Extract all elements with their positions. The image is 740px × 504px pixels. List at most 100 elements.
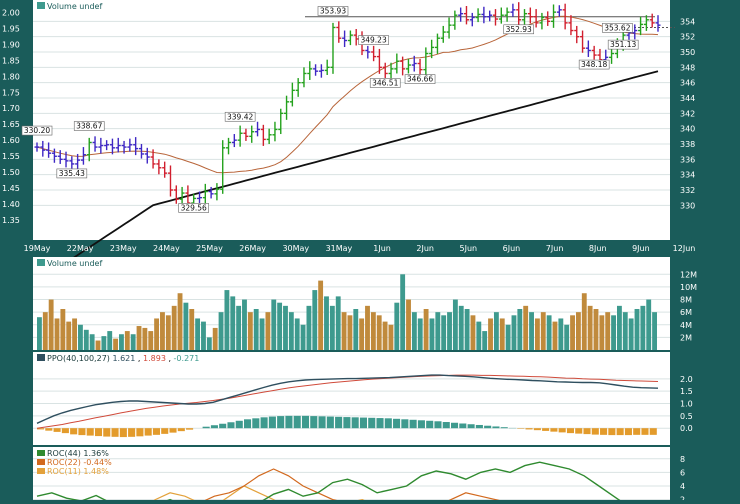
price-callout-label: 339.42	[227, 112, 253, 121]
ppo-histogram-bar	[352, 417, 359, 428]
ppo-legend: PPO(40,100,27) 1.621 , 1.893 , -0.271	[37, 354, 199, 363]
ppo-histogram-bar	[120, 428, 127, 437]
ppo-histogram-bar	[410, 420, 417, 428]
price-left-tick-label: 1.75	[2, 88, 20, 97]
ppo-histogram-bar	[343, 417, 350, 428]
volume-bar	[172, 306, 177, 350]
price-callout: 349.23	[359, 36, 389, 45]
ppo-histogram-bar	[550, 428, 557, 431]
volume-bar	[570, 315, 575, 350]
ppo-histogram-bar	[443, 422, 450, 428]
volume-bar	[84, 330, 89, 350]
volume-bar	[353, 309, 358, 350]
ppo-histogram-bar	[277, 416, 284, 428]
price-left-tick-label: 1.50	[2, 168, 20, 177]
ppo-panel: 0.00.51.01.52.0 PPO(40,100,27) 1.621 , 1…	[33, 352, 693, 445]
price-callout: 348.18	[579, 60, 609, 69]
volume-bar	[336, 296, 341, 350]
ppo-histogram-bar	[261, 417, 268, 428]
volume-bar	[652, 312, 657, 350]
ppo-histogram-bar	[501, 427, 508, 428]
date-axis-label: 24May	[153, 244, 180, 253]
volume-bar	[312, 290, 317, 350]
volume-bar	[318, 281, 323, 350]
ppo-histogram-bar	[625, 428, 632, 435]
ppo-histogram-bar	[70, 428, 77, 434]
volume-bar	[623, 312, 628, 350]
ppo-histogram-bar	[161, 428, 168, 434]
price-right-tick-label: 340	[680, 125, 695, 134]
ppo-histogram-bar	[418, 420, 425, 428]
price-callout: 339.42	[225, 112, 255, 121]
volume-bar	[107, 331, 112, 350]
volume-bar	[494, 312, 499, 350]
ppo-tick-label: 0.5	[680, 412, 693, 421]
roc44-legend: ROC(44) 1.36%	[47, 449, 109, 458]
volume-tick-label: 10M	[680, 283, 697, 292]
date-axis-label: 26May	[239, 244, 266, 253]
volume-bar	[646, 300, 651, 350]
volume-bar	[78, 325, 83, 350]
price-left-tick-label: 1.60	[2, 136, 20, 145]
ppo-histogram-bar	[62, 428, 69, 433]
volume-bar	[330, 306, 335, 350]
ppo-histogram-bar	[633, 428, 640, 435]
volume-bar	[377, 315, 382, 350]
price-right-tick-label: 352	[680, 33, 695, 42]
volume-bar	[348, 315, 353, 350]
volume-bar	[119, 334, 124, 350]
volume-bar	[535, 318, 540, 350]
volume-bar	[183, 303, 188, 350]
svg-text:PPO(40,100,27): PPO(40,100,27) 1.621 , 1.893 , -0.271	[47, 354, 199, 363]
price-right-tick-label: 350	[680, 48, 695, 57]
volume-bar	[66, 322, 71, 350]
ppo-histogram-bar	[244, 419, 251, 428]
volume-bar	[594, 309, 599, 350]
price-legend: Volume undef	[37, 2, 102, 11]
volume-tick-label: 2M	[680, 333, 692, 342]
volume-bar	[236, 306, 241, 350]
date-axis-label: 6Jun	[503, 244, 521, 253]
ppo-histogram-bar	[401, 419, 408, 428]
ppo-histogram-bar	[87, 428, 94, 435]
volume-bar	[142, 328, 147, 350]
ppo-histogram-bar	[302, 416, 309, 428]
volume-bar	[582, 293, 587, 350]
volume-bar	[394, 303, 399, 350]
roc22-legend: ROC(22) -0.44%	[47, 458, 112, 467]
date-axis-label: 12Jun	[673, 244, 696, 253]
roc-panel: 2468 ROC(44) 1.36% ROC(22) -0.44% ROC(11…	[33, 447, 685, 500]
volume-bar	[424, 309, 429, 350]
ppo-tick-label: 0.0	[680, 424, 693, 433]
volume-bar	[224, 290, 229, 350]
volume-bar	[371, 312, 376, 350]
ppo-histogram-bar	[103, 428, 110, 436]
ppo-histogram-bar	[136, 428, 143, 436]
price-left-tick-label: 1.70	[2, 104, 20, 113]
ppo-histogram-bar	[459, 423, 466, 428]
volume-bar	[611, 315, 616, 350]
volume-tick-label: 6M	[680, 308, 692, 317]
volume-bar	[201, 322, 206, 350]
price-panel-bg	[33, 0, 670, 240]
volume-bar	[453, 300, 458, 350]
price-right-tick-label: 330	[680, 201, 695, 210]
price-left-tick-label: 1.40	[2, 200, 20, 209]
ppo-histogram-bar	[526, 428, 533, 429]
volume-bar	[640, 306, 645, 350]
price-panel: 330.20338.67335.43329.56339.42353.93349.…	[2, 0, 695, 282]
volume-bar	[541, 312, 546, 350]
volume-tick-label: 4M	[680, 321, 692, 330]
price-callout: 351.13	[608, 40, 638, 49]
roc-tick-label: 8	[680, 455, 685, 464]
volume-bar	[435, 312, 440, 350]
volume-bar	[60, 309, 65, 350]
ppo-histogram-bar	[54, 428, 61, 432]
ppo-histogram-bar	[583, 428, 590, 434]
volume-bar	[277, 303, 282, 350]
ppo-legend-ppo-value: 1.621	[112, 354, 135, 363]
price-callout-label: 352.93	[506, 25, 532, 34]
volume-bar	[418, 318, 423, 350]
ppo-histogram-bar	[376, 418, 383, 428]
ppo-histogram-bar	[227, 422, 234, 428]
